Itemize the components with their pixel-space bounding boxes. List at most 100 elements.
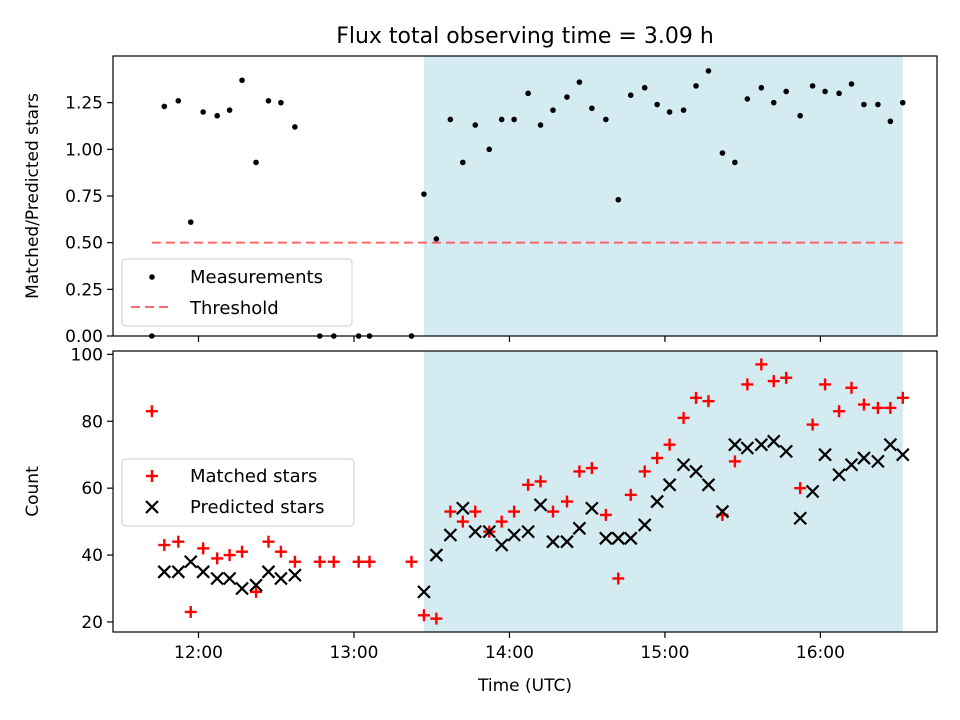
- matched-star-point: [651, 452, 664, 465]
- matched-star-point: [508, 505, 521, 518]
- y-tick-label: 0.50: [65, 234, 103, 254]
- legend-predicted-marker: [145, 500, 159, 514]
- measurement-point: [175, 98, 182, 104]
- matched-star-point: [363, 555, 376, 568]
- measurement-point: [603, 116, 609, 123]
- predicted-star-point: [896, 447, 910, 462]
- predicted-star-point: [196, 565, 210, 579]
- measurement-point: [861, 101, 867, 108]
- measurement-point: [486, 146, 493, 153]
- measurement-point: [472, 122, 479, 128]
- predicted-star-point: [832, 467, 846, 482]
- y-tick-label: 1.25: [65, 94, 103, 114]
- matched-star-point: [794, 482, 807, 495]
- measurement-point: [511, 116, 517, 123]
- matched-star-point: [534, 475, 547, 488]
- measurement-point: [239, 77, 245, 84]
- matched-star-point: [585, 462, 598, 475]
- legend-measurements-marker: [149, 274, 155, 280]
- predicted-star-point: [871, 454, 885, 469]
- matched-stars-points: [145, 358, 909, 625]
- matched-star-point: [663, 438, 676, 451]
- top-axes-frame: [112, 55, 938, 337]
- y-tick-label: 60: [81, 479, 103, 499]
- predicted-star-point: [715, 504, 730, 519]
- matched-star-point: [884, 401, 897, 414]
- predicted-star-point: [701, 478, 716, 492]
- y-tick-label: 80: [81, 412, 103, 432]
- matched-star-point: [145, 405, 158, 418]
- predicted-star-point: [482, 524, 497, 539]
- predicted-star-point: [689, 464, 703, 479]
- predicted-star-point: [456, 501, 470, 516]
- bottom-y-axis-label: Count: [23, 466, 43, 517]
- predicted-star-point: [766, 434, 781, 449]
- measurement-point: [433, 236, 440, 242]
- matched-star-point: [560, 495, 573, 508]
- measurement-point: [525, 90, 531, 97]
- predicted-star-point: [222, 571, 237, 586]
- bottom-axes-frame: [112, 350, 938, 633]
- legend-predicted-label: Predicted stars: [190, 497, 324, 518]
- matched-star-point: [755, 358, 768, 371]
- predicted-star-point: [171, 565, 186, 579]
- matched-star-point: [313, 555, 326, 568]
- y-tick-label: 100: [71, 345, 103, 365]
- matched-star-point: [624, 488, 637, 501]
- predicted-star-point: [417, 585, 431, 599]
- predicted-star-point: [599, 531, 613, 546]
- predicted-star-point: [793, 511, 807, 526]
- matched-star-point: [845, 381, 858, 394]
- measurement-point: [719, 150, 726, 156]
- measurement-point: [421, 191, 427, 197]
- matched-star-point: [158, 539, 171, 552]
- measurement-point: [447, 116, 454, 123]
- measurement-point: [641, 84, 648, 91]
- measurement-point: [253, 159, 259, 166]
- measurement-point: [770, 99, 777, 106]
- matched-star-point: [172, 535, 185, 548]
- matched-star-point: [741, 378, 754, 391]
- y-tick-label: 0.75: [65, 187, 103, 207]
- bottom-observing-span: [423, 351, 903, 632]
- predicted-star-point: [249, 578, 263, 592]
- predicted-star-point: [728, 437, 742, 452]
- matched-star-point: [522, 478, 535, 491]
- predicted-star-point: [650, 494, 664, 509]
- chart-title: Flux total observing time = 3.09 h: [336, 24, 714, 49]
- matched-star-point: [456, 515, 469, 528]
- predicted-star-point: [585, 501, 599, 516]
- matched-star-point: [469, 505, 482, 518]
- predicted-star-point: [157, 565, 172, 579]
- top-panel: 0.00 0.25 0.50 0.75 1.00 1.25 Matched/Predict…: [23, 55, 938, 347]
- matched-star-point: [573, 465, 586, 478]
- measurement-point: [797, 112, 803, 119]
- measurement-point: [564, 94, 570, 100]
- x-tick-label: 16:00: [796, 643, 845, 663]
- x-tick-label: 13:00: [329, 643, 378, 663]
- legend-threshold-label: Threshold: [189, 298, 279, 319]
- measurement-point: [822, 88, 828, 95]
- predicted-star-point: [637, 518, 652, 532]
- predicted-star-point: [443, 528, 458, 542]
- predicted-stars-points: [157, 434, 910, 599]
- top-x-axis-ticks: [197, 336, 821, 342]
- matched-star-point: [677, 411, 690, 424]
- measurement-point: [666, 109, 673, 115]
- predicted-star-point: [521, 524, 535, 539]
- matched-star-point: [728, 455, 741, 468]
- bottom-y-axis-ticks: 20 40 60 80 100: [71, 345, 113, 633]
- y-tick-label: 0.25: [65, 280, 103, 300]
- legend-matched-marker: [146, 470, 158, 482]
- legend-measurements-label: Measurements: [190, 267, 323, 288]
- matched-star-point: [495, 515, 508, 528]
- matched-star-point: [197, 542, 210, 555]
- measurement-point: [161, 103, 168, 110]
- predicted-star-point: [546, 534, 560, 549]
- measurement-point: [265, 98, 272, 104]
- predicted-star-point: [533, 498, 548, 512]
- matched-star-point: [833, 405, 846, 418]
- measurement-point: [537, 122, 544, 128]
- matched-star-point: [690, 391, 703, 404]
